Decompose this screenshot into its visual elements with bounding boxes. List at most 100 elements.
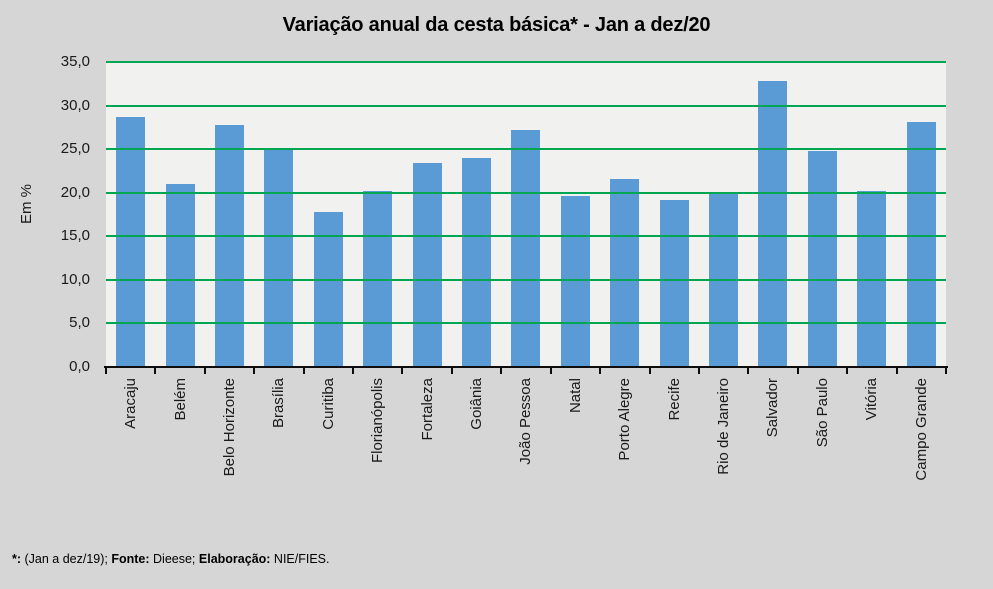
bar-brasilia bbox=[264, 149, 294, 367]
footnote-segment: Dieese; bbox=[149, 552, 199, 566]
x-category-label: Natal bbox=[566, 378, 584, 414]
x-category-label: Fortaleza bbox=[418, 378, 436, 441]
gridline bbox=[106, 61, 946, 63]
x-axis-tick bbox=[599, 366, 602, 374]
bar-cell bbox=[106, 62, 155, 367]
bar-cell bbox=[501, 62, 550, 367]
x-axis-tick bbox=[450, 366, 453, 374]
x-label-cell: Rio de Janeiro bbox=[699, 378, 748, 481]
bar-cell bbox=[254, 62, 303, 367]
x-label-cell: Aracaju bbox=[106, 378, 155, 481]
footnote-segment: Fonte: bbox=[111, 552, 150, 566]
bar-salvador bbox=[758, 81, 788, 367]
y-tick-label: 15,0 bbox=[60, 227, 90, 245]
x-category-label: Recife bbox=[665, 378, 683, 421]
gridline bbox=[106, 235, 946, 238]
bar-cell bbox=[798, 62, 847, 367]
plot-area bbox=[106, 61, 946, 367]
x-category-label: Salvador bbox=[764, 378, 782, 438]
y-tick-label: 5,0 bbox=[69, 314, 90, 332]
bar-cell bbox=[155, 62, 204, 367]
footnote-source-text: *: (Jan a dez/19); Fonte: Dieese; Elabor… bbox=[12, 552, 330, 566]
x-axis-tick bbox=[895, 366, 898, 374]
x-label-cell: Goiânia bbox=[452, 378, 501, 481]
x-category-label: Belo Horizonte bbox=[221, 378, 239, 477]
bars-row bbox=[106, 62, 946, 367]
y-tick-label: 20,0 bbox=[60, 183, 90, 201]
bar-goiania bbox=[462, 157, 492, 367]
x-axis-tick bbox=[549, 366, 552, 374]
x-label-cell: Florianópolis bbox=[353, 378, 402, 481]
footnote-segment: *: bbox=[12, 552, 22, 566]
bar-curitiba bbox=[313, 211, 343, 367]
bar-recife bbox=[659, 199, 689, 367]
x-axis-tick bbox=[846, 366, 849, 374]
x-category-label: Vitória bbox=[863, 378, 881, 421]
bar-porto-alegre bbox=[610, 178, 640, 367]
footnote-segment: NIE/FIES. bbox=[270, 552, 330, 566]
x-labels-row: Aracaju Belém Belo Horizonte Brasília Curiti… bbox=[106, 378, 946, 481]
gridline bbox=[106, 148, 946, 151]
x-category-label: Goiânia bbox=[468, 378, 486, 430]
x-category-label: Porto Alegre bbox=[616, 378, 634, 461]
bar-natal bbox=[560, 196, 590, 367]
x-axis-tick bbox=[352, 366, 355, 374]
x-category-label: Belém bbox=[171, 378, 189, 421]
x-label-cell: Vitória bbox=[847, 378, 896, 481]
gridline bbox=[106, 104, 946, 107]
bar-belo-horizonte bbox=[215, 124, 245, 367]
gridline bbox=[106, 322, 946, 325]
x-category-label: Campo Grande bbox=[912, 378, 930, 481]
x-category-label: Rio de Janeiro bbox=[715, 378, 733, 475]
x-axis-tick bbox=[697, 366, 700, 374]
x-label-cell: Salvador bbox=[748, 378, 797, 481]
bar-campo-grande bbox=[906, 122, 936, 367]
y-tick-label: 10,0 bbox=[60, 270, 90, 288]
bar-joao-pessoa bbox=[511, 129, 541, 367]
bar-cell bbox=[304, 62, 353, 367]
x-axis-line bbox=[104, 366, 948, 368]
bar-cell bbox=[748, 62, 797, 367]
x-category-label: Aracaju bbox=[122, 378, 140, 429]
x-label-cell: Porto Alegre bbox=[600, 378, 649, 481]
x-axis-tick bbox=[203, 366, 206, 374]
bar-cell bbox=[353, 62, 402, 367]
bar-cell bbox=[402, 62, 451, 367]
bar-cell bbox=[205, 62, 254, 367]
x-label-cell: Natal bbox=[551, 378, 600, 481]
x-label-cell: Campo Grande bbox=[897, 378, 946, 481]
x-axis-tick bbox=[154, 366, 157, 374]
x-label-cell: João Pessoa bbox=[501, 378, 550, 481]
x-category-label: Brasília bbox=[270, 378, 288, 429]
gridline bbox=[106, 191, 946, 194]
chart-title: Variação anual da cesta básica* - Jan a … bbox=[282, 14, 711, 36]
bar-belem bbox=[165, 184, 195, 367]
y-tick-label: 25,0 bbox=[60, 140, 90, 158]
bar-aracaju bbox=[116, 116, 146, 367]
x-axis-tick bbox=[253, 366, 256, 374]
footnote-segment: Elaboração: bbox=[198, 552, 271, 566]
x-label-cell: Curitiba bbox=[304, 378, 353, 481]
x-axis-tick bbox=[401, 366, 404, 374]
bar-cell bbox=[699, 62, 748, 367]
y-tick-label: 30,0 bbox=[60, 96, 90, 114]
x-axis-tick bbox=[648, 366, 651, 374]
x-label-cell: São Paulo bbox=[798, 378, 847, 481]
bar-cell bbox=[649, 62, 698, 367]
bar-cell bbox=[847, 62, 896, 367]
x-label-cell: Recife bbox=[649, 378, 698, 481]
x-label-cell: Belo Horizonte bbox=[205, 378, 254, 481]
bar-sao-paulo bbox=[807, 150, 837, 367]
x-category-label: São Paulo bbox=[813, 378, 831, 448]
x-axis-tick bbox=[747, 366, 750, 374]
bar-cell bbox=[551, 62, 600, 367]
x-axis-tick bbox=[302, 366, 305, 374]
y-tick-label: 35,0 bbox=[60, 53, 90, 70]
x-axis-tick bbox=[796, 366, 799, 374]
x-category-label: Curitiba bbox=[319, 378, 337, 430]
gridline bbox=[106, 278, 946, 281]
x-axis-tick bbox=[500, 366, 503, 374]
x-label-cell: Fortaleza bbox=[402, 378, 451, 481]
x-category-label: João Pessoa bbox=[517, 378, 535, 465]
